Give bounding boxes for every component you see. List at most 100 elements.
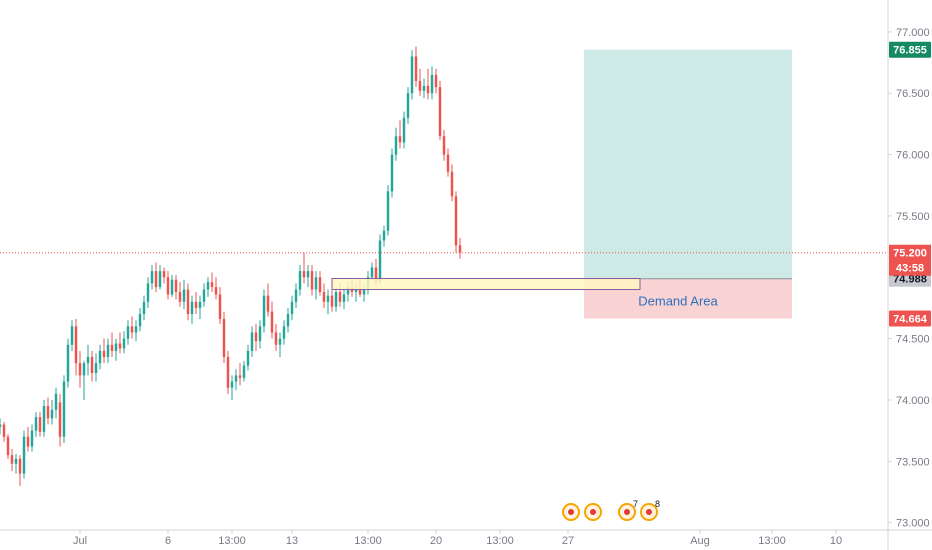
candle-body <box>150 271 154 284</box>
price-axis[interactable]: 73.00073.50074.00074.50075.00075.50076.0… <box>887 0 931 550</box>
price-tick-label: 73.500 <box>896 456 930 468</box>
candle-series <box>0 46 462 486</box>
candle-body <box>86 357 90 364</box>
candle-body <box>106 344 110 358</box>
candle <box>282 320 286 345</box>
candle <box>414 46 418 88</box>
candle <box>318 271 322 296</box>
candle-body <box>338 291 342 302</box>
candle-body <box>434 74 438 88</box>
candle-body <box>282 326 286 339</box>
candle <box>302 252 306 284</box>
time-tick-label: Aug <box>690 535 710 547</box>
candle <box>154 262 158 292</box>
candle-body <box>26 436 30 447</box>
candle-body <box>442 136 446 155</box>
candle-body <box>146 283 150 302</box>
candle <box>310 265 314 296</box>
candle-body <box>330 295 334 307</box>
candle <box>114 338 118 361</box>
time-tick-label: 13 <box>286 535 298 547</box>
candle-body <box>414 56 418 81</box>
candle <box>46 397 50 425</box>
candle <box>330 289 334 312</box>
candle <box>426 68 430 100</box>
candle <box>326 289 330 315</box>
candle-body <box>402 117 406 143</box>
candle-body <box>346 287 350 295</box>
candle-body <box>286 314 290 327</box>
candle-body <box>202 289 206 302</box>
candle-body <box>190 301 194 315</box>
candle-body <box>438 87 442 137</box>
stop-price-tag: 74.664 <box>893 313 928 325</box>
candle-body <box>54 393 58 410</box>
event-count: 8 <box>655 499 660 509</box>
flag-icon[interactable] <box>562 503 580 521</box>
candle-body <box>430 74 434 94</box>
candle-body <box>14 458 18 464</box>
candle-body <box>358 289 362 295</box>
candle <box>250 326 254 358</box>
candle-body <box>66 344 70 382</box>
candle <box>98 344 102 370</box>
candle-body <box>334 291 338 307</box>
price-tick-label: 76.000 <box>896 150 930 162</box>
candle-body <box>194 301 198 308</box>
target-price-tag: 76.855 <box>893 45 927 57</box>
time-tick-label: 10 <box>830 535 842 547</box>
candle-body <box>262 295 266 327</box>
candle <box>254 323 258 351</box>
candle-body <box>378 240 382 283</box>
candle-body <box>170 279 174 295</box>
candle-body <box>398 136 402 143</box>
candle <box>50 399 54 425</box>
candle <box>86 344 90 376</box>
candle <box>446 148 450 177</box>
candle <box>454 191 458 253</box>
candle-body <box>30 430 34 447</box>
candle-body <box>390 154 394 192</box>
candle-body <box>290 301 294 315</box>
candle <box>102 338 106 364</box>
candle <box>266 283 270 317</box>
candle <box>258 320 262 349</box>
candle-body <box>222 318 226 358</box>
candle-body <box>198 301 202 308</box>
candle-body <box>226 357 230 388</box>
candle-body <box>74 326 78 364</box>
candle <box>334 287 338 312</box>
candle-body <box>258 326 262 342</box>
candle-body <box>10 455 14 464</box>
candle-body <box>326 295 330 302</box>
candle <box>226 350 230 394</box>
current-price-tag: 75.200 <box>893 248 927 260</box>
candle <box>246 344 250 371</box>
candle-body <box>206 282 210 290</box>
candle <box>434 68 438 94</box>
flag-icon[interactable] <box>584 503 602 521</box>
candle <box>378 234 382 285</box>
candle-body <box>406 93 410 118</box>
candle-body <box>78 363 82 376</box>
demand-zone-box[interactable] <box>331 277 641 291</box>
news-icon[interactable]: 8 <box>640 499 660 521</box>
candle-body <box>114 343 118 351</box>
candle-body <box>142 301 146 315</box>
candle <box>234 369 238 391</box>
candle-body <box>422 85 426 91</box>
candle <box>262 289 266 333</box>
candle <box>42 399 46 437</box>
demand-area-label: Demand Area <box>638 294 718 309</box>
time-tick-label: 13:00 <box>758 535 786 547</box>
candle-body <box>458 245 462 253</box>
candle <box>90 350 94 382</box>
candle <box>430 66 434 100</box>
candle-body <box>94 363 98 373</box>
candle <box>410 50 414 100</box>
candle <box>322 283 326 308</box>
candle <box>386 185 390 236</box>
news-icon[interactable]: 7 <box>618 499 638 521</box>
candle <box>62 375 66 443</box>
